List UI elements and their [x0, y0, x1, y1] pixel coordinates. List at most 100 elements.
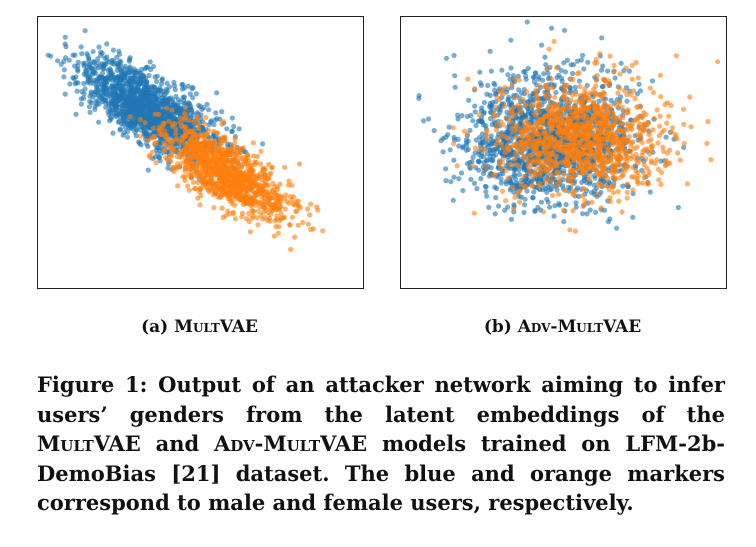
- scatter-point-female: [544, 176, 550, 182]
- scatter-point-male: [95, 56, 101, 62]
- scatter-point-male: [193, 91, 199, 97]
- scatter-point-male: [630, 214, 636, 220]
- scatter-point-male: [126, 65, 133, 71]
- scatter-point-male: [486, 103, 493, 110]
- scatter-point-male: [132, 78, 138, 85]
- scatter-point-male: [132, 100, 138, 106]
- scatter-point-male: [112, 106, 118, 112]
- scatter-point-female: [644, 122, 650, 128]
- scatter-point-male: [179, 86, 186, 92]
- scatter-point-male: [99, 95, 105, 101]
- scatter-point-male: [508, 37, 514, 43]
- scatter-point-female: [601, 126, 607, 132]
- scatter-point-male: [620, 183, 626, 189]
- scatter-point-male: [476, 151, 482, 157]
- scatter-point-male: [229, 115, 235, 121]
- scatter-point-female: [255, 222, 261, 228]
- scatter-point-female: [616, 127, 622, 133]
- scatter-point-female: [615, 162, 621, 168]
- scatter-point-female: [286, 182, 292, 188]
- scatter-point-female: [626, 133, 632, 140]
- scatter-point-female: [541, 163, 547, 169]
- scatter-point-female: [282, 206, 288, 212]
- scatter-point-male: [145, 167, 151, 173]
- scatter-point-female: [598, 205, 604, 211]
- scatter-point-male: [463, 147, 469, 153]
- scatter-point-male: [573, 204, 579, 210]
- scatter-point-male: [431, 127, 437, 134]
- scatter-point-female: [536, 131, 542, 137]
- scatter-point-male: [626, 68, 632, 74]
- scatter-point-female: [223, 213, 229, 219]
- scatter-point-male: [82, 28, 88, 34]
- scatter-point-female: [681, 106, 687, 112]
- scatter-point-male: [95, 82, 101, 88]
- scatter-point-female: [232, 216, 238, 222]
- scatter-point-female: [639, 114, 645, 121]
- scatter-point-male: [421, 118, 427, 124]
- scatter-point-female: [628, 148, 634, 154]
- scatter-point-male: [128, 120, 135, 126]
- scatter-point-female: [641, 162, 647, 168]
- scatter-point-male: [483, 184, 489, 190]
- scatter-point-male: [531, 189, 537, 195]
- scatter-point-female: [189, 169, 195, 175]
- scatter-point-female: [188, 143, 194, 150]
- scatter-point-female: [629, 76, 635, 82]
- scatter-point-female: [152, 111, 158, 117]
- scatter-point-female: [557, 113, 563, 119]
- scatter-point-female: [540, 209, 547, 215]
- scatter-point-female: [667, 160, 673, 166]
- scatter-point-female: [262, 215, 268, 221]
- scatter-point-male: [480, 171, 487, 177]
- scatter-point-female: [597, 51, 603, 57]
- scatter-point-female: [250, 170, 256, 176]
- scatter-point-female: [521, 173, 527, 180]
- scatter-point-female: [517, 199, 523, 205]
- scatter-point-female: [573, 126, 579, 132]
- scatter-point-female: [243, 187, 249, 193]
- scatter-point-female: [246, 158, 252, 164]
- scatter-point-male: [236, 126, 242, 132]
- scatter-point-female: [266, 161, 272, 167]
- scatter-point-female: [227, 181, 233, 187]
- scatter-point-female: [551, 38, 557, 44]
- scatter-point-male: [92, 106, 98, 112]
- scatter-point-female: [556, 180, 562, 186]
- scatter-point-female: [260, 201, 266, 207]
- scatter-point-female: [186, 149, 192, 155]
- scatter-point-female: [226, 147, 232, 153]
- scatter-point-female: [161, 147, 168, 153]
- scatter-point-male: [67, 81, 73, 87]
- scatter-point-female: [593, 77, 599, 83]
- scatter-point-male: [516, 171, 522, 177]
- scatter-point-female: [503, 198, 509, 204]
- scatter-point-female: [209, 187, 215, 193]
- scatter-point-male: [165, 165, 171, 171]
- scatter-point-female: [229, 165, 235, 171]
- scatter-point-female: [173, 165, 179, 171]
- scatter-point-female: [624, 158, 630, 164]
- scatter-point-male: [647, 189, 653, 195]
- scatter-point-female: [287, 222, 293, 228]
- scatter-point-female: [495, 137, 501, 143]
- scatter-point-female: [654, 107, 660, 113]
- scatter-point-male: [448, 179, 454, 185]
- scatter-point-female: [182, 105, 188, 111]
- scatter-point-female: [704, 140, 710, 147]
- scatter-point-female: [247, 199, 253, 205]
- scatter-point-female: [603, 183, 609, 189]
- scatter-point-male: [114, 67, 120, 73]
- scatter-point-female: [190, 131, 196, 138]
- scatter-point-female: [611, 69, 617, 75]
- scatter-point-female: [262, 172, 268, 178]
- scatter-point-male: [121, 111, 127, 117]
- scatter-point-male: [445, 132, 451, 138]
- scatter-point-female: [203, 114, 209, 120]
- scatter-point-male: [440, 149, 446, 155]
- scatter-point-male: [72, 63, 78, 69]
- scatter-point-male: [498, 180, 504, 186]
- scatter-point-male: [578, 57, 584, 63]
- scatter-point-female: [497, 160, 503, 166]
- scatter-point-male: [547, 204, 553, 210]
